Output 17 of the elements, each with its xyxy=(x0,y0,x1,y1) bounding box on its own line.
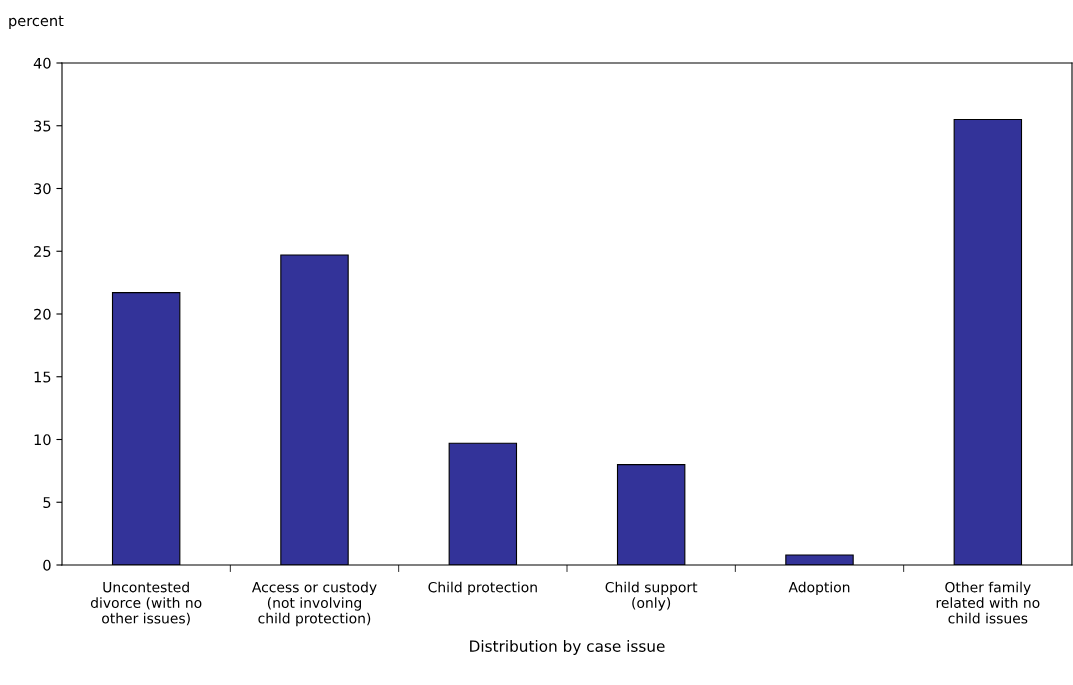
x-tick-label: Uncontested divorce (with no other issues) xyxy=(90,581,202,626)
y-tick-label: 35 xyxy=(34,120,51,132)
y-tick-label: 20 xyxy=(34,308,51,320)
y-tick-label: 40 xyxy=(33,57,51,69)
x-axis-title: Distribution by case issue xyxy=(470,640,665,655)
x-tick-label: Access or custody (not involving child protection) xyxy=(251,581,377,627)
y-tick-label: 25 xyxy=(34,245,51,257)
y-tick-label: 30 xyxy=(34,183,51,195)
y-tick-label: 10 xyxy=(34,434,51,446)
x-tick-label: Child protection xyxy=(428,581,537,596)
x-tick-label: Other family related with no child issues xyxy=(936,581,1040,624)
y-axis-title: percent xyxy=(9,15,64,30)
y-tick-label: 0 xyxy=(43,559,51,571)
x-tick-label: Child support (only) xyxy=(605,581,698,611)
y-tick-label: 15 xyxy=(34,371,51,383)
x-tick-label: Adoption xyxy=(788,581,850,596)
y-tick-label: 5 xyxy=(43,497,51,508)
